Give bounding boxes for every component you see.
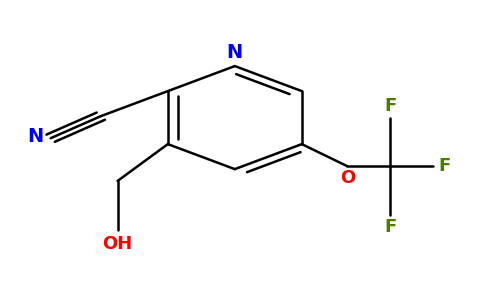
Text: OH: OH: [103, 236, 133, 253]
Text: N: N: [27, 127, 44, 146]
Text: F: F: [438, 157, 451, 175]
Text: F: F: [384, 97, 396, 115]
Text: N: N: [227, 43, 243, 62]
Text: O: O: [340, 169, 355, 187]
Text: F: F: [384, 218, 396, 236]
